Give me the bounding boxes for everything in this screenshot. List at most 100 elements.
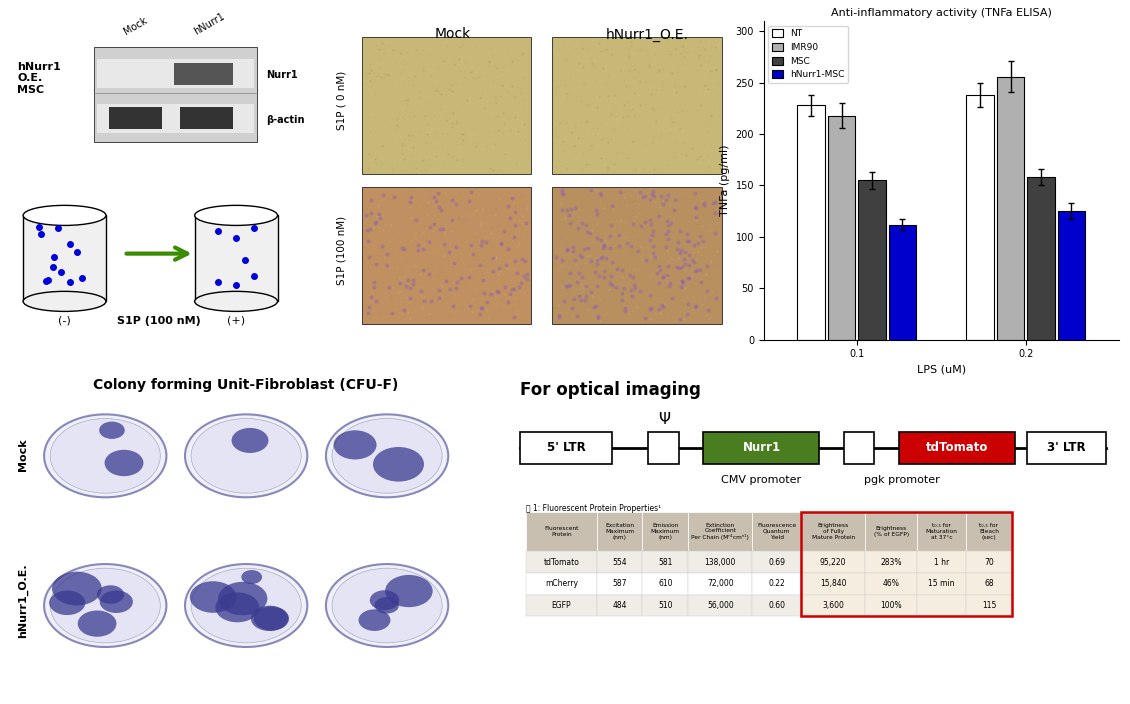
Circle shape — [232, 428, 269, 453]
Text: EGFP: EGFP — [551, 601, 572, 610]
Bar — [866, 512, 918, 551]
Text: 0.60: 0.60 — [768, 601, 785, 610]
Text: 56,000: 56,000 — [707, 601, 733, 610]
Text: Ψ: Ψ — [658, 412, 670, 427]
Bar — [859, 180, 886, 339]
Bar — [642, 512, 688, 551]
Bar — [1027, 177, 1054, 339]
Text: 138,000: 138,000 — [705, 558, 736, 567]
Bar — [966, 512, 1011, 551]
Text: Nurr1: Nurr1 — [266, 70, 297, 80]
Bar — [551, 187, 722, 324]
Bar — [801, 595, 866, 617]
Bar — [527, 573, 597, 595]
Text: 3' LTR: 3' LTR — [1048, 441, 1086, 454]
Circle shape — [185, 415, 307, 497]
Circle shape — [50, 418, 160, 494]
Circle shape — [242, 570, 262, 584]
Circle shape — [325, 564, 449, 647]
Bar — [753, 595, 801, 617]
Text: Colony forming Unit-Fibroblast (CFU-F): Colony forming Unit-Fibroblast (CFU-F) — [94, 378, 399, 392]
Text: 68: 68 — [984, 579, 993, 589]
Bar — [704, 432, 819, 464]
Text: Extinction
Coefficient
Per Chain (Mⁿ¹cmⁿ¹): Extinction Coefficient Per Chain (Mⁿ¹cmⁿ… — [692, 522, 749, 541]
Circle shape — [52, 572, 102, 605]
Text: 554: 554 — [612, 558, 627, 567]
Circle shape — [99, 591, 133, 613]
Circle shape — [325, 415, 449, 497]
Text: Mock: Mock — [434, 27, 471, 42]
Circle shape — [190, 582, 236, 612]
Bar — [649, 432, 679, 464]
Bar — [753, 551, 801, 573]
Bar — [642, 573, 688, 595]
Text: Brightness
(% of EGFP): Brightness (% of EGFP) — [873, 526, 909, 537]
Text: 15 min: 15 min — [929, 579, 955, 589]
Text: (+): (+) — [227, 315, 245, 326]
Circle shape — [385, 575, 433, 607]
FancyBboxPatch shape — [97, 104, 254, 132]
Text: 72,000: 72,000 — [707, 579, 733, 589]
Bar — [753, 512, 801, 551]
Text: 95,220: 95,220 — [820, 558, 846, 567]
Bar — [551, 37, 722, 174]
Text: 115: 115 — [982, 601, 997, 610]
Text: t₀.₅ for
Maturation
at 37°c: t₀.₅ for Maturation at 37°c — [925, 523, 957, 540]
Circle shape — [105, 450, 144, 476]
Bar — [866, 573, 918, 595]
Text: Excitation
Maximum
(nm): Excitation Maximum (nm) — [605, 523, 634, 540]
Circle shape — [44, 415, 166, 497]
Circle shape — [191, 418, 302, 494]
Circle shape — [218, 582, 268, 615]
Bar — [642, 595, 688, 617]
Circle shape — [49, 591, 86, 615]
Bar — [866, 551, 918, 573]
Text: t₀.₅ for
Bleach
(sec): t₀.₅ for Bleach (sec) — [979, 523, 999, 540]
Circle shape — [191, 568, 302, 643]
Text: 15,840: 15,840 — [820, 579, 846, 589]
Bar — [527, 595, 597, 617]
Text: tdTomato: tdTomato — [544, 558, 580, 567]
Bar — [801, 512, 1011, 617]
Text: hNurr1_O.E.: hNurr1_O.E. — [18, 563, 28, 638]
Text: 1 hr: 1 hr — [935, 558, 949, 567]
Circle shape — [254, 607, 289, 631]
Bar — [688, 551, 753, 573]
Text: 510: 510 — [658, 601, 672, 610]
Text: Mock: Mock — [122, 15, 149, 37]
Text: 70: 70 — [984, 558, 993, 567]
Text: Fluorescent
Protein: Fluorescent Protein — [545, 526, 579, 537]
Bar — [597, 573, 642, 595]
Bar — [918, 551, 966, 573]
Text: Emission
Maximum
(nm): Emission Maximum (nm) — [651, 523, 680, 540]
Bar — [597, 512, 642, 551]
Ellipse shape — [23, 291, 106, 311]
Bar — [527, 551, 597, 573]
Bar — [844, 432, 875, 464]
Bar — [520, 432, 611, 464]
Text: 484: 484 — [612, 601, 627, 610]
Legend: NT, IMR90, MSC, hNurr1-MSC: NT, IMR90, MSC, hNurr1-MSC — [768, 25, 848, 83]
Bar — [918, 573, 966, 595]
Bar — [23, 215, 106, 301]
Text: hNurr1: hNurr1 — [192, 11, 227, 37]
Y-axis label: TNFa (pg/ml): TNFa (pg/ml) — [720, 144, 730, 216]
Bar — [966, 95, 993, 339]
Circle shape — [251, 605, 288, 631]
Text: 587: 587 — [612, 579, 627, 589]
Bar — [801, 512, 866, 551]
Text: hNurr1
O.E.
MSC: hNurr1 O.E. MSC — [17, 62, 61, 95]
Circle shape — [44, 564, 166, 647]
Text: 581: 581 — [658, 558, 672, 567]
Text: 5' LTR: 5' LTR — [547, 441, 585, 454]
Circle shape — [332, 418, 442, 494]
Text: Mock: Mock — [18, 438, 28, 470]
Text: hNurr1_O.E.: hNurr1_O.E. — [606, 27, 688, 42]
Circle shape — [99, 422, 124, 439]
Text: 610: 610 — [658, 579, 672, 589]
Text: 283%: 283% — [880, 558, 902, 567]
Text: 100%: 100% — [880, 601, 902, 610]
Bar — [688, 512, 753, 551]
Circle shape — [78, 610, 116, 636]
Text: S1P (100 nM): S1P (100 nM) — [118, 315, 201, 326]
